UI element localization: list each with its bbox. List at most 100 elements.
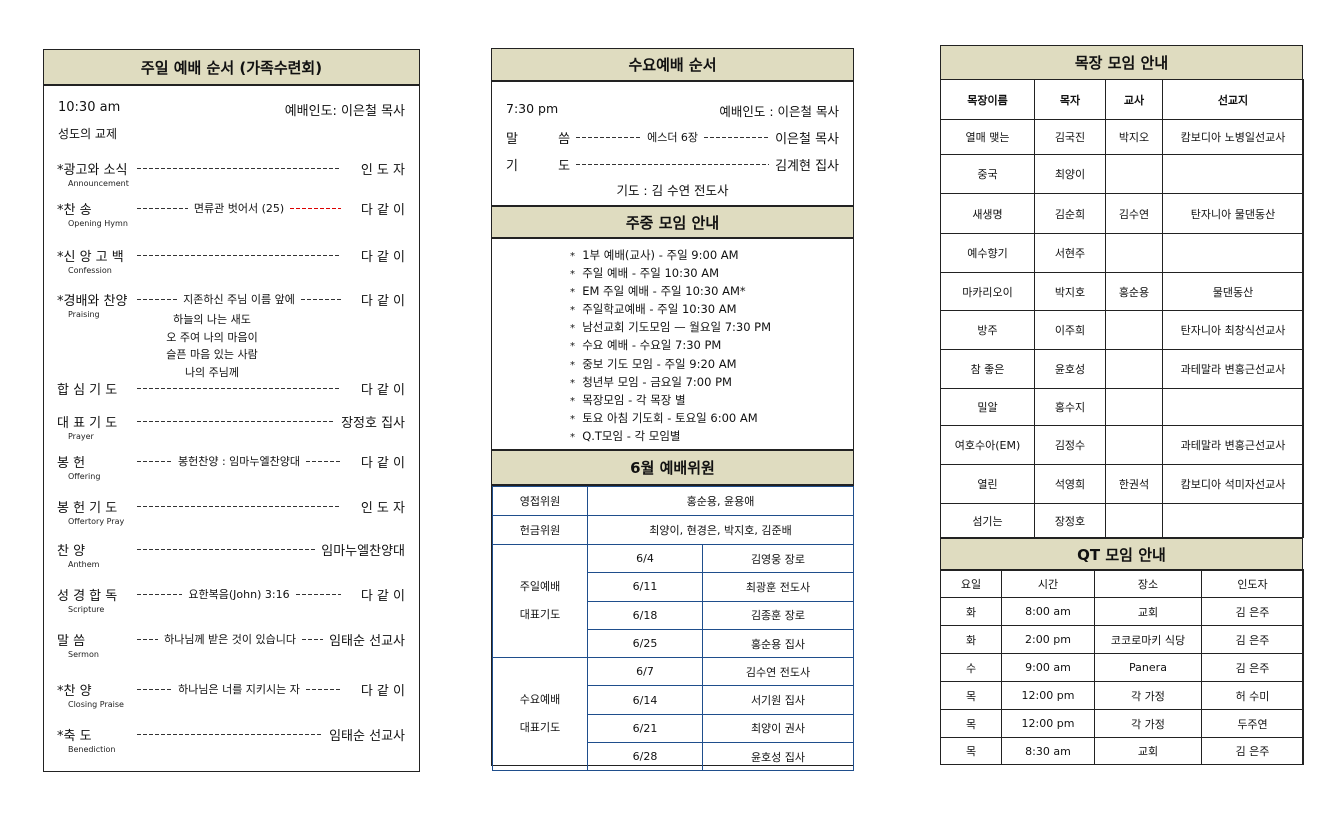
order-english: Praising — [68, 310, 100, 319]
order-item: *경배와 찬양 지존하신 주님 이름 앞에 다 같 이 — [57, 290, 406, 309]
person: 윤호성 집사 — [702, 742, 854, 772]
wednesday-item: 말 씀 에스더 6장 이은철 목사 — [506, 128, 839, 147]
dash-leader — [137, 638, 159, 640]
order-item: 대 표 기 도 장정호 집사 — [57, 412, 405, 431]
table-row: 여호수아(EM) 김정수 과테말라 변홍근선교사 — [940, 425, 1304, 465]
meeting-item: 청년부 모임 - 금요일 7:00 PM — [570, 373, 771, 391]
table-cell: 화 — [940, 597, 1002, 626]
lyric-line: 슬픈 마음 있는 사람 — [166, 348, 258, 361]
column-header: 목자 — [1034, 79, 1106, 120]
date: 6/21 — [587, 713, 703, 744]
table-cell: 김수연 — [1105, 193, 1163, 234]
order-person: 다 같 이 — [360, 382, 405, 398]
meeting-item: 토요 아침 기도회 - 토요일 6:00 AM — [570, 409, 771, 427]
table-cell: 김 은주 — [1201, 625, 1304, 654]
table-cell: 김순희 — [1034, 193, 1106, 234]
dash-leader — [137, 733, 324, 735]
order-person: 다 같 이 — [360, 293, 406, 309]
dash-leader — [305, 688, 341, 690]
column-header: 목장이름 — [940, 79, 1035, 120]
column-header: 요일 — [940, 569, 1002, 598]
date: 6/28 — [587, 742, 703, 772]
table-row: 밀알 홍수지 — [940, 388, 1304, 426]
person: 최양이 권사 — [702, 713, 854, 744]
label-line: 대표기도 — [519, 721, 561, 735]
table-cell — [1162, 503, 1304, 538]
order-english: Sermon — [68, 650, 99, 659]
dash-leader — [576, 163, 770, 165]
table-cell: 이주희 — [1034, 310, 1106, 350]
wednesday-note: 기도 : 김 수연 전도사 — [616, 183, 729, 198]
table-cell — [1105, 310, 1163, 350]
label-line: 주일예배 — [519, 580, 561, 594]
table-row: 중국 최양이 — [940, 154, 1304, 194]
june-committee-table: 영접위원 홍순용, 윤용애 헌금위원 최양이, 현경은, 박지호, 김준배 주일예배 대표… — [492, 486, 854, 772]
table-row: 6/21 최양이 권사 — [493, 713, 854, 744]
table-cell: 열매 맺는 — [940, 119, 1035, 155]
table-cell: 김 은주 — [1201, 653, 1304, 682]
order-english: Benediction — [68, 745, 116, 754]
table-cell: 여호수아(EM) — [940, 425, 1035, 465]
table-cell — [1162, 154, 1304, 194]
order-label: 봉 헌 — [57, 455, 86, 471]
dash-leader — [295, 593, 341, 595]
order-label: 합 심 기 도 — [57, 382, 118, 398]
table-cell: 박지오 — [1105, 119, 1163, 155]
order-english: Announcement — [68, 179, 129, 188]
order-person: 인 도 자 — [360, 500, 405, 516]
table-cell: 새생명 — [940, 193, 1035, 234]
person: 최광훈 전도사 — [702, 572, 854, 602]
label-line: 대표기도 — [519, 608, 561, 622]
table-cell: 예수향기 — [940, 233, 1035, 273]
table-row: 화 2:00 pm 코코로마키 식당 김 은주 — [940, 625, 1304, 654]
table-cell: 9:00 am — [1001, 653, 1095, 682]
table-row: 6/25 홍순용 집사 — [493, 628, 854, 659]
mokjang-table: 목장이름 목자 교사 선교지 열매 맺는 김국진 박지오 캄보디아 노병일선교사 중국 최양이 새생… — [940, 79, 1304, 538]
role-label: 영접위원 — [492, 486, 588, 516]
dash-leader — [302, 638, 324, 640]
table-cell: 교회 — [1094, 737, 1202, 765]
order-person: 다 같 이 — [360, 683, 405, 699]
dash-leader — [137, 254, 341, 256]
wednesday-item: 기 도 김계현 집사 — [506, 155, 839, 174]
sunday-leader: 예배인도: 이은철 목사 — [284, 104, 405, 119]
table-cell: 캄보디아 석미자선교사 — [1162, 464, 1304, 504]
table-row: 방주 이주희 탄자니아 최창식선교사 — [940, 310, 1304, 350]
label-line: 수요예배 — [519, 693, 561, 707]
order-english: Prayer — [68, 432, 94, 441]
order-item: 말 씀 하나님께 받은 것이 있습니다 임태순 선교사 — [57, 630, 405, 649]
table-cell: 각 가정 — [1094, 681, 1202, 710]
role-label: 헌금위원 — [492, 515, 588, 545]
order-label: 대 표 기 도 — [57, 415, 118, 431]
sunday-title: 주일 예배 순서 (가족수련회) — [44, 50, 419, 86]
table-cell: 과테말라 변홍근선교사 — [1162, 349, 1304, 389]
table-row: 목 12:00 pm 각 가정 두주연 — [940, 709, 1304, 738]
qt-table: 요일 시간 장소 인도자 화 8:00 am 교회 김 은주 화 2:00 pm 코코로마키 식당 김… — [940, 569, 1304, 765]
table-cell: 화 — [940, 625, 1002, 654]
greeting: 성도의 교제 — [58, 127, 118, 141]
dash-leader — [576, 136, 642, 138]
dash-leader — [137, 593, 183, 595]
table-cell: 과테말라 변홍근선교사 — [1162, 425, 1304, 465]
order-label: *신 앙 고 백 — [57, 249, 124, 265]
date: 6/14 — [587, 685, 703, 715]
table-row: 마카리오이 박지호 홍순용 물댄동산 — [940, 272, 1304, 311]
order-english: Scripture — [68, 605, 105, 614]
table-cell: 서현주 — [1034, 233, 1106, 273]
column-header: 선교지 — [1162, 79, 1304, 120]
table-cell: Panera — [1094, 653, 1202, 682]
table-cell: 수 — [940, 653, 1002, 682]
order-label: 찬 양 — [57, 543, 86, 559]
table-cell: 김정수 — [1034, 425, 1106, 465]
order-label: 말 씀 — [57, 633, 86, 649]
order-english: Opening Hymn — [68, 219, 128, 228]
table-cell: 목 — [940, 737, 1002, 765]
table-cell: 교회 — [1094, 597, 1202, 626]
order-detail: 요한복음(John) 3:16 — [188, 588, 290, 601]
table-cell: 홍수지 — [1034, 388, 1106, 426]
weekly-title: 주중 모임 안내 — [492, 205, 853, 239]
order-item: *축 도 임태순 선교사 — [57, 725, 405, 744]
table-row: 참 좋은 윤호성 과테말라 변홍근선교사 — [940, 349, 1304, 389]
june-title: 6월 예배위원 — [492, 449, 853, 486]
